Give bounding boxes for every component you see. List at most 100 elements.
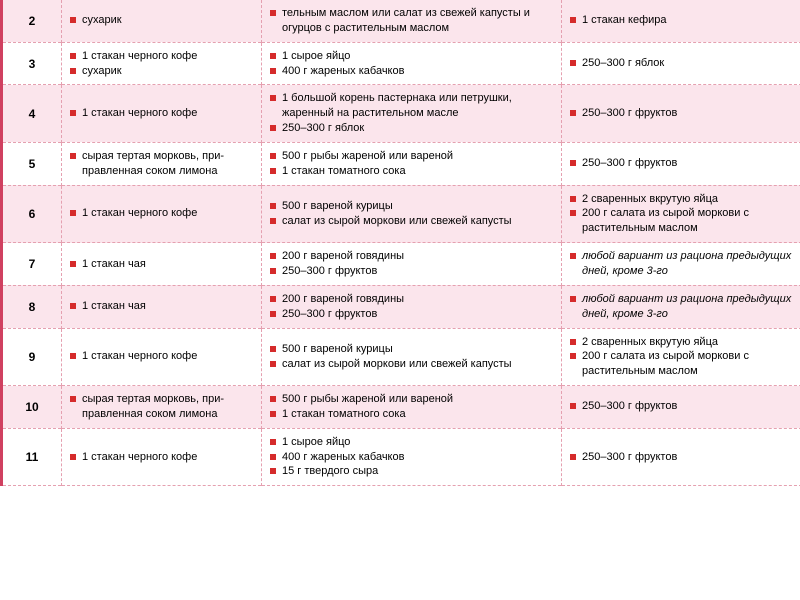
- meal-list: 1 стакан кефира: [570, 13, 794, 28]
- meal-cell: любой вариант из рациона предыдущих дней…: [562, 243, 800, 286]
- meal-list: 1 большой корень пастернака или петрушки…: [270, 91, 553, 136]
- day-number: 7: [2, 243, 62, 286]
- meal-item: сухарик: [70, 13, 253, 28]
- meal-list: любой вариант из рациона предыдущих дней…: [570, 249, 794, 279]
- meal-item: салат из сырой моркови или свежей капуст…: [270, 214, 553, 229]
- meal-list: сухарик: [70, 13, 253, 28]
- meal-item: 250–300 г фруктов: [570, 156, 794, 171]
- day-number: 11: [2, 428, 62, 486]
- meal-cell: 500 г рыбы жареной или ва­реной1 стакан …: [262, 386, 562, 429]
- day-number: 9: [2, 328, 62, 386]
- meal-cell: 500 г рыбы жареной или ва­реной1 стакан …: [262, 142, 562, 185]
- meal-item: сухарик: [70, 64, 253, 79]
- meal-cell: 200 г вареной говядины250–300 г фруктов: [262, 285, 562, 328]
- meal-item: 1 стакан томатного сока: [270, 407, 553, 422]
- table-row: 9 1 стакан черного кофе 500 г вареной кури…: [2, 328, 800, 386]
- meal-item: 250–300 г яблок: [570, 56, 794, 71]
- meal-list: 200 г вареной говядины250–300 г фруктов: [270, 249, 553, 279]
- meal-list: 250–300 г фруктов: [570, 450, 794, 465]
- meal-item: 250–300 г фруктов: [570, 106, 794, 121]
- meal-list: 200 г вареной говядины250–300 г фруктов: [270, 292, 553, 322]
- meal-item: 1 сырое яйцо: [270, 49, 553, 64]
- meal-list: 250–300 г фруктов: [570, 156, 794, 171]
- meal-list: тельным маслом или салат из све­жей капу…: [270, 6, 553, 36]
- meal-item: 400 г жареных кабачков: [270, 450, 553, 465]
- meal-item: 1 стакан черного кофе: [70, 450, 253, 465]
- meal-item: 250–300 г фруктов: [570, 399, 794, 414]
- meal-list: 500 г вареной курицысалат из сырой морко…: [270, 199, 553, 229]
- meal-cell: сырая тертая морковь, при­правленная сок…: [62, 142, 262, 185]
- meal-list: 2 сваренных вкрутую яйца200 г салата из …: [570, 335, 794, 380]
- meal-list: 500 г вареной курицысалат из сырой морко…: [270, 342, 553, 372]
- meal-cell: сухарик: [62, 0, 262, 42]
- meal-list: 250–300 г фруктов: [570, 106, 794, 121]
- meal-cell: 1 большой корень пастернака или петрушки…: [262, 85, 562, 143]
- table-row: 7 1 стакан чая 200 г вареной говядины250–3…: [2, 243, 800, 286]
- meal-list: 1 стакан черного кофе: [70, 450, 253, 465]
- meal-item: 2 сваренных вкрутую яйца: [570, 192, 794, 207]
- meal-cell: 1 стакан черного кофесухарик: [62, 42, 262, 85]
- meal-item: 1 стакан кефира: [570, 13, 794, 28]
- day-number: 10: [2, 386, 62, 429]
- table-row: 81 стакан чая200 г вареной говядины250–3…: [2, 285, 800, 328]
- meal-cell: 1 стакан чая: [62, 285, 262, 328]
- meal-item: 500 г вареной курицы: [270, 342, 553, 357]
- meal-cell: 1 стакан черного кофе: [62, 428, 262, 486]
- table-row: 10 сырая тертая морковь, при­правленная с…: [2, 386, 800, 429]
- meal-item: 250–300 г фруктов: [570, 450, 794, 465]
- meal-list: 1 стакан черного кофе: [70, 206, 253, 221]
- meal-item: 500 г рыбы жареной или ва­реной: [270, 149, 553, 164]
- meal-item: 400 г жареных кабачков: [270, 64, 553, 79]
- meal-list: 2 сваренных вкрутую яйца200 г салата из …: [570, 192, 794, 237]
- meal-item: любой вариант из рациона предыдущих дней…: [570, 249, 794, 279]
- meal-cell: 1 сырое яйцо400 г жареных кабачков: [262, 42, 562, 85]
- meal-list: любой вариант из рациона предыдущих дней…: [570, 292, 794, 322]
- meal-item: 15 г твердого сыра: [270, 464, 553, 479]
- meal-cell: 2 сваренных вкрутую яйца200 г салата из …: [562, 185, 800, 243]
- day-number: 2: [2, 0, 62, 42]
- meal-list: 1 стакан чая: [70, 257, 253, 272]
- meal-cell: 250–300 г фруктов: [562, 85, 800, 143]
- table-row: 11 1 стакан черного кофе 1 сырое яйцо400 г…: [2, 428, 800, 486]
- meal-cell: 1 стакан кефира: [562, 0, 800, 42]
- meal-item: 250–300 г фруктов: [270, 264, 553, 279]
- meal-item: тельным маслом или салат из све­жей капу…: [270, 6, 553, 36]
- meal-item: 1 стакан черного кофе: [70, 106, 253, 121]
- meal-cell: 250–300 г яблок: [562, 42, 800, 85]
- table-row: 31 стакан черного кофесухарик1 сырое яйц…: [2, 42, 800, 85]
- meal-item: 1 стакан черного кофе: [70, 349, 253, 364]
- meal-item: сырая тертая морковь, при­правленная сок…: [70, 392, 253, 422]
- meal-list: 250–300 г фруктов: [570, 399, 794, 414]
- meal-item: сырая тертая морковь, при­правленная сок…: [70, 149, 253, 179]
- meal-cell: 250–300 г фруктов: [562, 142, 800, 185]
- meal-list: 500 г рыбы жареной или ва­реной1 стакан …: [270, 392, 553, 422]
- meal-item: 200 г салата из сырой мор­кови с растите…: [570, 206, 794, 236]
- meal-item: 1 стакан черного кофе: [70, 206, 253, 221]
- table-row: 5 сырая тертая морковь, при­правленная со…: [2, 142, 800, 185]
- meal-list: 1 сырое яйцо400 г жареных кабачков15 г т…: [270, 435, 553, 480]
- meal-item: 500 г рыбы жареной или ва­реной: [270, 392, 553, 407]
- meal-item: 1 стакан томатного сока: [270, 164, 553, 179]
- meal-item: 1 большой корень пастернака или петрушки…: [270, 91, 553, 121]
- meal-item: 250–300 г фруктов: [270, 307, 553, 322]
- day-number: 6: [2, 185, 62, 243]
- meal-list: 1 сырое яйцо400 г жареных кабачков: [270, 49, 553, 79]
- meal-list: сырая тертая морковь, при­правленная сок…: [70, 149, 253, 179]
- meal-list: сырая тертая морковь, при­правленная сок…: [70, 392, 253, 422]
- meal-cell: сырая тертая морковь, при­правленная сок…: [62, 386, 262, 429]
- meal-cell: 500 г вареной курицысалат из сырой морко…: [262, 185, 562, 243]
- meal-list: 1 стакан черного кофе: [70, 106, 253, 121]
- meal-cell: 200 г вареной говядины250–300 г фруктов: [262, 243, 562, 286]
- meal-item: 200 г вареной говядины: [270, 292, 553, 307]
- table-row: 41 стакан черного кофе1 большой корень п…: [2, 85, 800, 143]
- meal-item: 500 г вареной курицы: [270, 199, 553, 214]
- meal-list: 250–300 г яблок: [570, 56, 794, 71]
- table-row: 2 сухарик тельным маслом или салат из све­…: [2, 0, 800, 42]
- meal-cell: 500 г вареной курицысалат из сырой морко…: [262, 328, 562, 386]
- day-number: 5: [2, 142, 62, 185]
- meal-cell: 1 стакан черного кофе: [62, 185, 262, 243]
- table-row: 6 1 стакан черного кофе 500 г вареной кури…: [2, 185, 800, 243]
- meal-cell: 1 стакан черного кофе: [62, 328, 262, 386]
- meal-cell: 250–300 г фруктов: [562, 428, 800, 486]
- meal-cell: 1 сырое яйцо400 г жареных кабачков15 г т…: [262, 428, 562, 486]
